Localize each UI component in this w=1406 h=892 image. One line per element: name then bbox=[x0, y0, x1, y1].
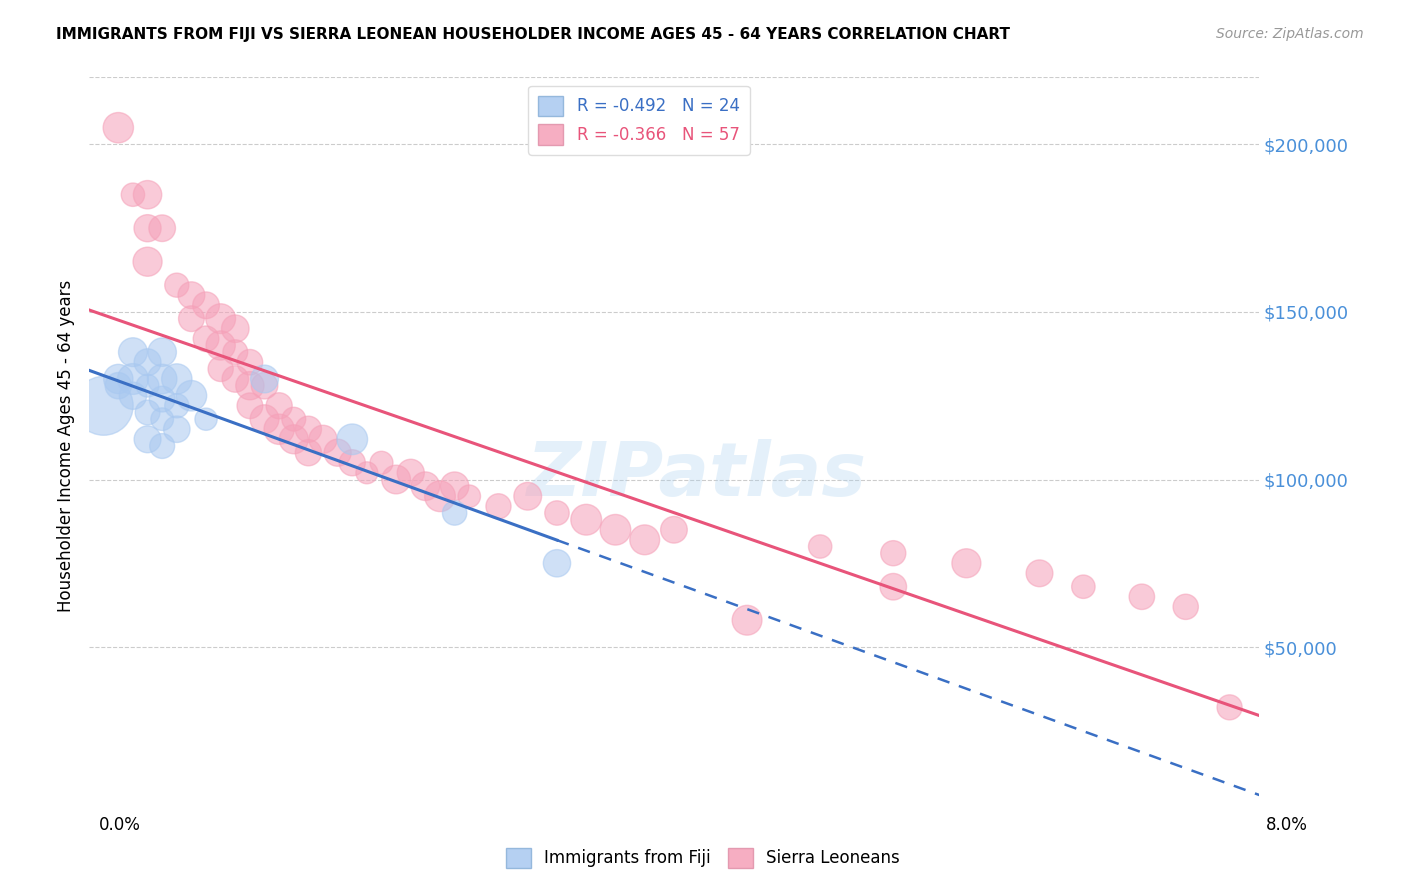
Point bbox=[342, 432, 364, 446]
Point bbox=[283, 432, 305, 446]
Point bbox=[166, 399, 188, 413]
Point bbox=[150, 221, 173, 235]
Point bbox=[429, 489, 451, 503]
Point bbox=[1219, 700, 1241, 714]
Point bbox=[1130, 590, 1153, 604]
Point bbox=[209, 311, 232, 326]
Point bbox=[195, 412, 218, 426]
Point bbox=[93, 399, 115, 413]
Point bbox=[122, 389, 145, 403]
Point bbox=[122, 372, 145, 386]
Point bbox=[882, 580, 904, 594]
Point bbox=[166, 372, 188, 386]
Text: ZIPatlas: ZIPatlas bbox=[527, 439, 868, 512]
Point bbox=[488, 500, 510, 514]
Point bbox=[166, 422, 188, 436]
Point bbox=[224, 345, 246, 359]
Point bbox=[443, 506, 465, 520]
Point bbox=[955, 556, 977, 570]
Point bbox=[150, 345, 173, 359]
Point bbox=[342, 456, 364, 470]
Point bbox=[269, 399, 291, 413]
Point bbox=[326, 446, 349, 460]
Point bbox=[297, 422, 319, 436]
Point bbox=[546, 506, 568, 520]
Point bbox=[150, 412, 173, 426]
Point bbox=[253, 372, 276, 386]
Point bbox=[516, 489, 538, 503]
Point bbox=[385, 473, 408, 487]
Point bbox=[107, 372, 129, 386]
Point bbox=[166, 278, 188, 293]
Point bbox=[107, 378, 129, 392]
Point bbox=[297, 446, 319, 460]
Point bbox=[150, 392, 173, 406]
Point bbox=[370, 456, 392, 470]
Point bbox=[253, 412, 276, 426]
Y-axis label: Householder Income Ages 45 - 64 years: Householder Income Ages 45 - 64 years bbox=[58, 280, 75, 612]
Point bbox=[312, 432, 335, 446]
Point bbox=[662, 523, 685, 537]
Point bbox=[882, 546, 904, 560]
Point bbox=[224, 322, 246, 336]
Point bbox=[239, 355, 262, 369]
Point bbox=[239, 399, 262, 413]
Point bbox=[136, 432, 159, 446]
Point bbox=[180, 311, 202, 326]
Point bbox=[136, 355, 159, 369]
Point bbox=[399, 466, 422, 480]
Point bbox=[136, 221, 159, 235]
Legend: Immigrants from Fiji, Sierra Leoneans: Immigrants from Fiji, Sierra Leoneans bbox=[499, 841, 907, 875]
Point bbox=[150, 372, 173, 386]
Point bbox=[209, 362, 232, 376]
Text: Source: ZipAtlas.com: Source: ZipAtlas.com bbox=[1216, 27, 1364, 41]
Point bbox=[195, 332, 218, 346]
Point bbox=[634, 533, 657, 547]
Point bbox=[283, 412, 305, 426]
Point bbox=[122, 187, 145, 202]
Point bbox=[180, 288, 202, 302]
Legend: R = -0.492   N = 24, R = -0.366   N = 57: R = -0.492 N = 24, R = -0.366 N = 57 bbox=[529, 86, 749, 155]
Point bbox=[209, 338, 232, 352]
Point bbox=[239, 378, 262, 392]
Point bbox=[136, 405, 159, 419]
Point bbox=[443, 479, 465, 493]
Point bbox=[269, 422, 291, 436]
Point bbox=[458, 489, 481, 503]
Point bbox=[224, 372, 246, 386]
Point bbox=[356, 466, 378, 480]
Point bbox=[122, 345, 145, 359]
Point bbox=[253, 378, 276, 392]
Point bbox=[808, 540, 831, 554]
Text: IMMIGRANTS FROM FIJI VS SIERRA LEONEAN HOUSEHOLDER INCOME AGES 45 - 64 YEARS COR: IMMIGRANTS FROM FIJI VS SIERRA LEONEAN H… bbox=[56, 27, 1011, 42]
Point bbox=[1028, 566, 1050, 581]
Point bbox=[415, 479, 437, 493]
Point bbox=[107, 120, 129, 135]
Point bbox=[546, 556, 568, 570]
Point bbox=[136, 254, 159, 268]
Point bbox=[136, 378, 159, 392]
Point bbox=[1073, 580, 1095, 594]
Point bbox=[605, 523, 627, 537]
Text: 0.0%: 0.0% bbox=[98, 816, 141, 834]
Text: 8.0%: 8.0% bbox=[1265, 816, 1308, 834]
Point bbox=[195, 298, 218, 312]
Point bbox=[180, 389, 202, 403]
Point bbox=[136, 187, 159, 202]
Point bbox=[1174, 599, 1197, 614]
Point bbox=[150, 439, 173, 453]
Point bbox=[735, 613, 758, 627]
Point bbox=[575, 513, 598, 527]
